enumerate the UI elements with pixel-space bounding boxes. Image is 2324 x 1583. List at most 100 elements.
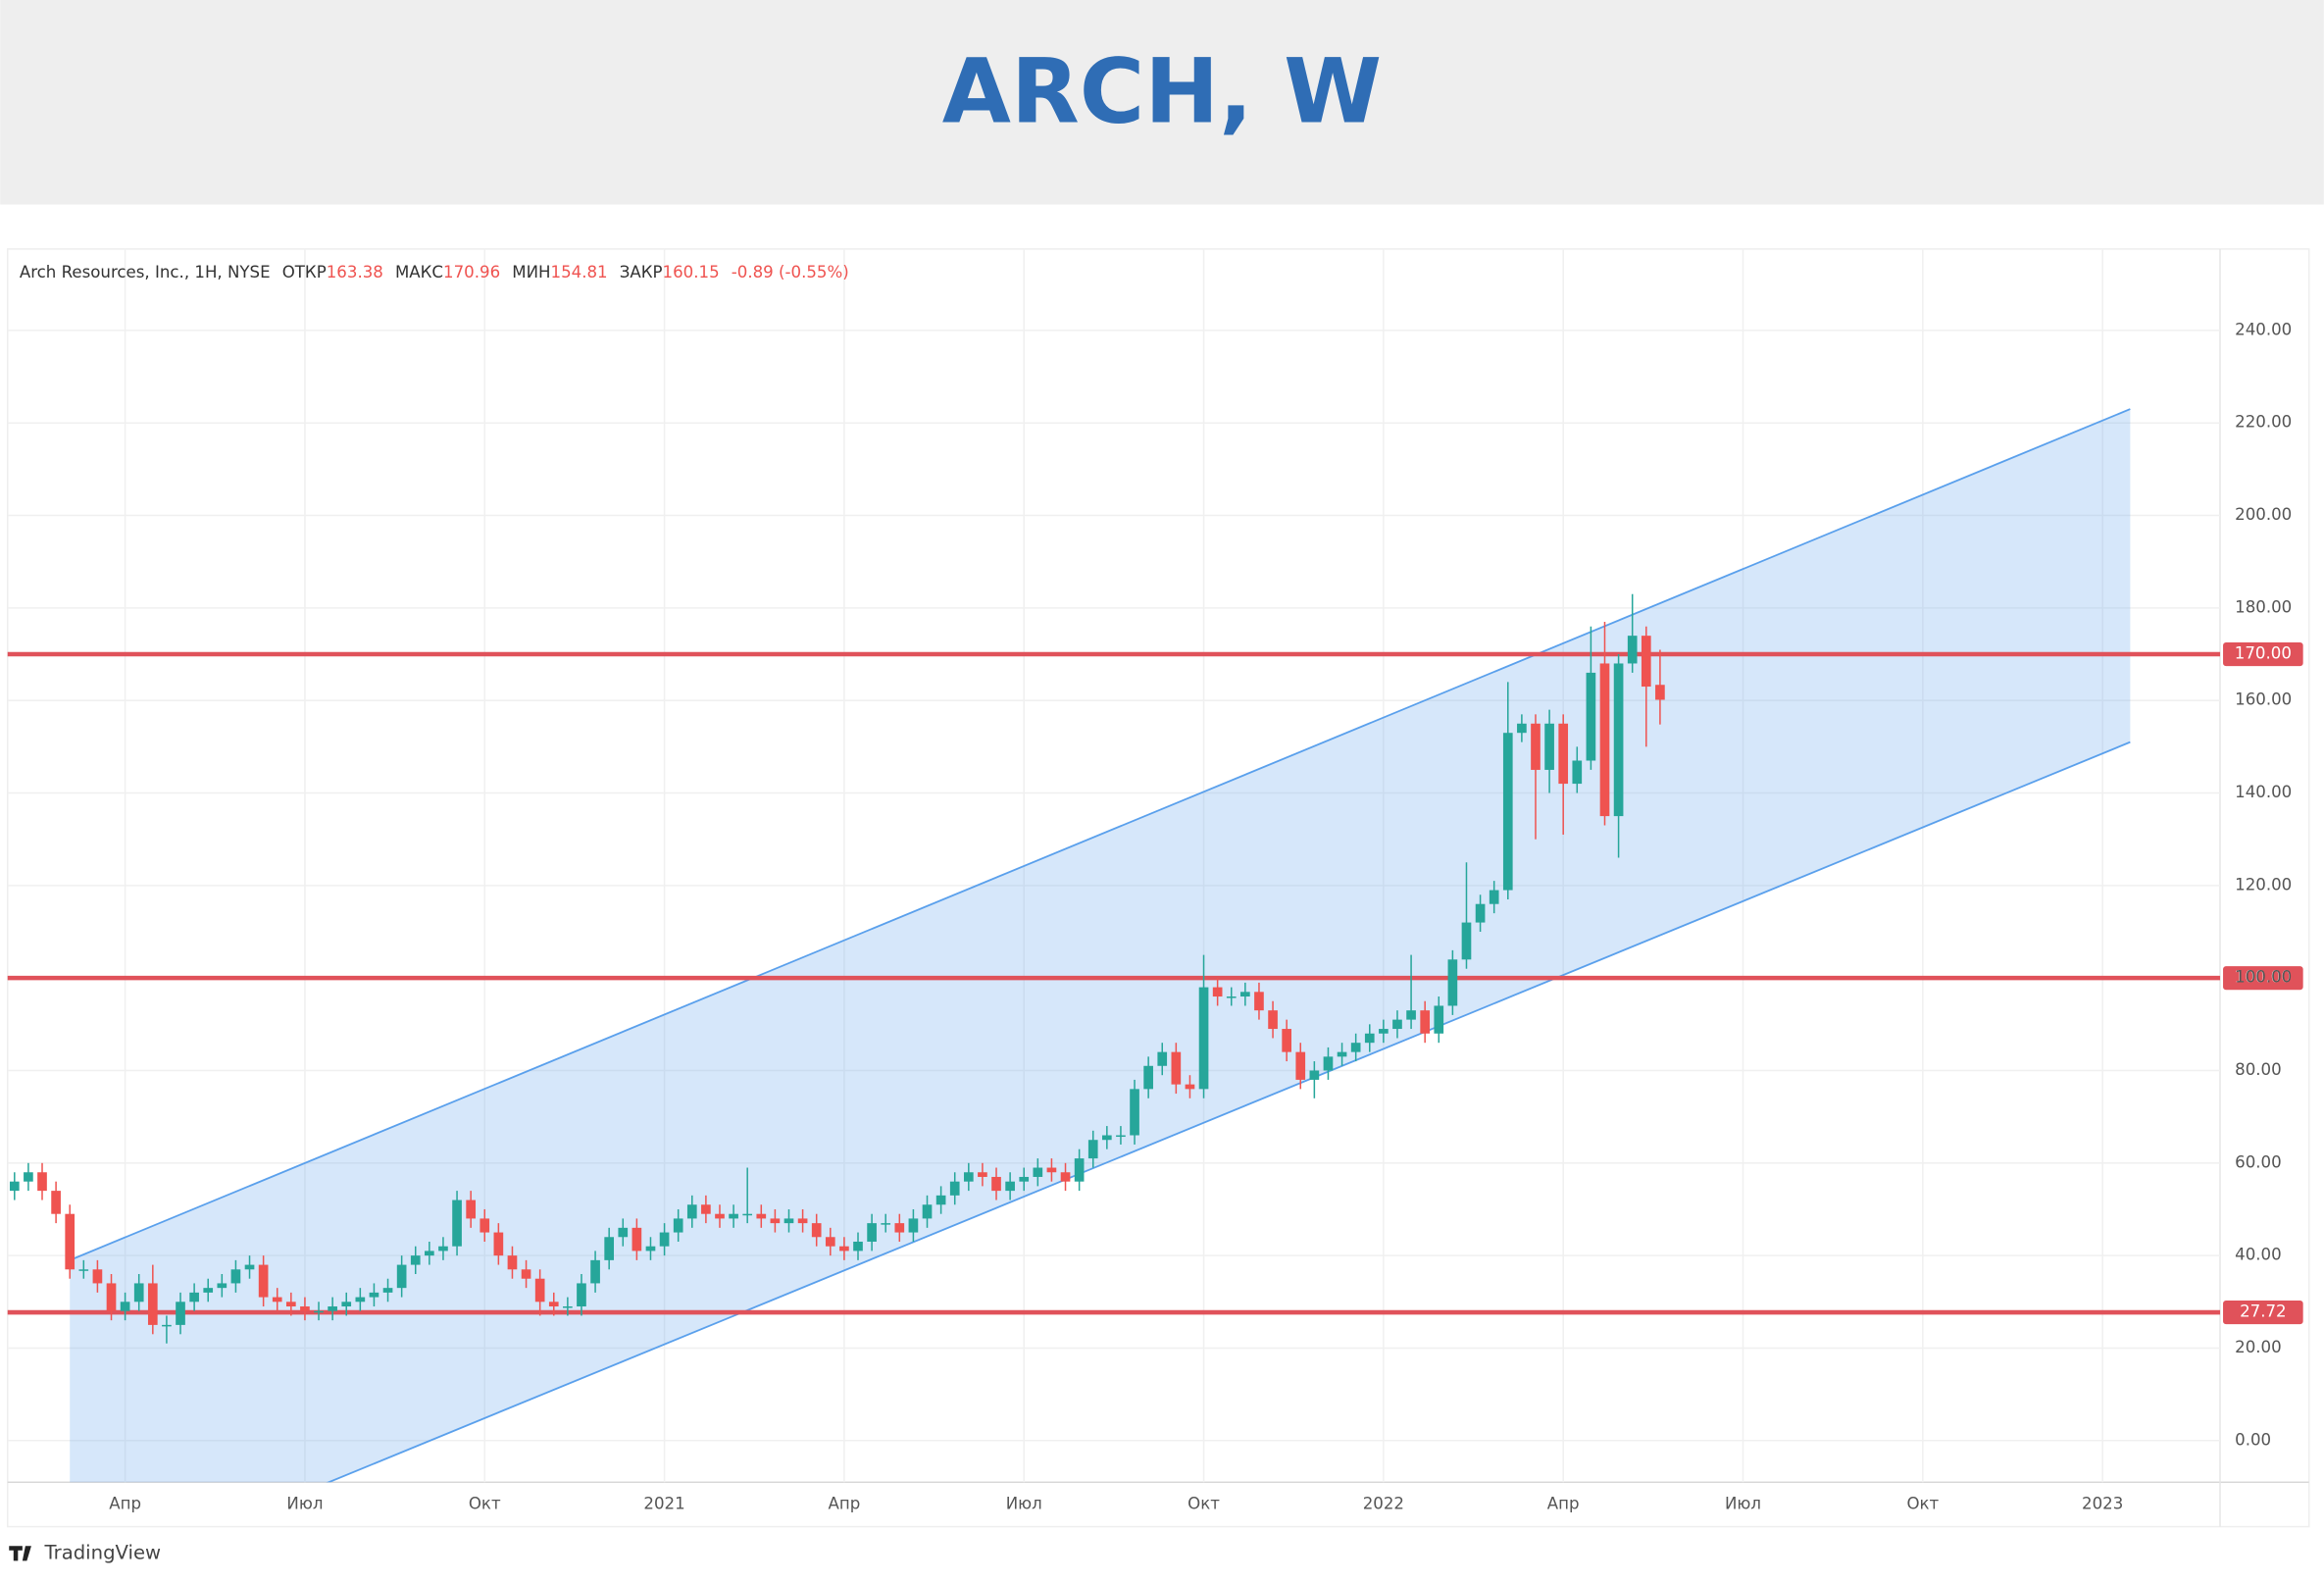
candle-body xyxy=(162,1324,172,1327)
level-label: 170.00 xyxy=(2235,644,2292,663)
candle-body xyxy=(1434,1005,1444,1034)
candle-body xyxy=(438,1246,448,1251)
candle-body xyxy=(452,1200,462,1247)
candle-body xyxy=(78,1269,89,1271)
candle-body xyxy=(1420,1010,1431,1034)
candle-body xyxy=(396,1264,407,1289)
candle-body xyxy=(285,1302,296,1307)
candle-body xyxy=(1364,1033,1375,1044)
legend-field-value: 154.81 xyxy=(551,263,608,281)
candle-body xyxy=(203,1288,214,1293)
candle-body xyxy=(521,1269,531,1279)
candle-body xyxy=(1046,1167,1057,1173)
x-tick-label: Окт xyxy=(469,1494,501,1512)
candle-body xyxy=(1641,636,1651,688)
candle-body xyxy=(715,1213,725,1219)
grid xyxy=(7,248,2221,1483)
legend-name: Arch Resources, Inc., 1Н, NYSE xyxy=(20,263,271,281)
y-tick-label: 20.00 xyxy=(2235,1338,2282,1356)
candles xyxy=(9,593,1665,1344)
y-tick-label: 140.00 xyxy=(2235,783,2292,801)
level-label: 100.00 xyxy=(2235,968,2292,987)
candle-body xyxy=(991,1176,1001,1192)
candle-body xyxy=(1087,1140,1098,1159)
candle-body xyxy=(1475,903,1486,923)
channel-lower-line xyxy=(326,740,2131,1483)
candle-body xyxy=(770,1218,781,1224)
level-label: 27.72 xyxy=(2240,1302,2287,1321)
x-tick-label: Окт xyxy=(1187,1494,1220,1512)
candle-body xyxy=(894,1223,905,1233)
candle-body xyxy=(382,1288,393,1293)
candle-body xyxy=(1309,1070,1320,1080)
legend-field-label: МИН xyxy=(512,263,550,281)
candle-body xyxy=(963,1172,974,1182)
candle-body xyxy=(577,1283,586,1307)
candle-body xyxy=(189,1292,199,1302)
candle-body xyxy=(783,1218,794,1224)
candle-body xyxy=(37,1172,47,1192)
candle-body xyxy=(1489,890,1499,904)
candle-body xyxy=(106,1283,117,1311)
y-tick-label: 80.00 xyxy=(2235,1060,2282,1079)
y-tick-label: 40.00 xyxy=(2235,1246,2282,1264)
y-tick-label: 160.00 xyxy=(2235,690,2292,709)
candle-body xyxy=(1226,996,1237,998)
level-tag xyxy=(2223,966,2303,991)
candle-body xyxy=(1544,723,1554,770)
chart-title: ARCH, W xyxy=(942,41,1382,144)
y-tick-label: 200.00 xyxy=(2235,505,2292,524)
candle-body xyxy=(1572,760,1583,785)
candle-body xyxy=(341,1302,352,1307)
candle-body xyxy=(839,1246,849,1251)
candle-body xyxy=(742,1213,753,1216)
level-tag xyxy=(2223,641,2303,667)
y-tick-label: 60.00 xyxy=(2235,1152,2282,1171)
y-tick-label: 180.00 xyxy=(2235,597,2292,616)
candle-body xyxy=(867,1223,877,1242)
candle-body xyxy=(1019,1176,1030,1182)
x-tick-label: Апр xyxy=(829,1494,861,1512)
candle-body xyxy=(1613,663,1624,817)
candle-body xyxy=(686,1204,697,1219)
candle-body xyxy=(797,1218,808,1224)
candle-body xyxy=(1005,1181,1015,1192)
y-tick-label: 240.00 xyxy=(2235,320,2292,338)
candle-body xyxy=(9,1181,20,1192)
candle-body xyxy=(1655,685,1665,700)
candle-body xyxy=(244,1264,255,1270)
candle-body xyxy=(1254,992,1264,1011)
candle-body xyxy=(604,1237,615,1260)
x-tick-label: 2021 xyxy=(643,1494,684,1512)
candle-body xyxy=(645,1246,656,1251)
candle-body xyxy=(1502,733,1513,891)
candle-body xyxy=(1171,1051,1182,1085)
candle-body xyxy=(825,1237,835,1247)
candle-body xyxy=(935,1195,946,1205)
candle-body xyxy=(355,1297,366,1302)
footer-brand: TradingView xyxy=(44,1541,162,1563)
y-tick-label: 120.00 xyxy=(2235,875,2292,894)
candle-body xyxy=(1531,723,1541,770)
candle-body xyxy=(1586,672,1596,761)
candle-body xyxy=(300,1306,310,1311)
candle-body xyxy=(272,1297,282,1302)
candle-body xyxy=(133,1283,144,1302)
candle-body xyxy=(1033,1167,1043,1177)
candle-body xyxy=(1212,987,1223,997)
candle-body xyxy=(1392,1019,1402,1030)
candle-body xyxy=(949,1181,960,1196)
brand-logo xyxy=(9,1546,31,1561)
candle-body xyxy=(314,1310,324,1313)
candle-body xyxy=(618,1227,629,1238)
candle-body xyxy=(1157,1051,1168,1066)
candle-body xyxy=(120,1302,130,1311)
candle-body xyxy=(908,1218,919,1233)
candle-body xyxy=(217,1283,227,1289)
candle-body xyxy=(853,1241,863,1251)
candle-body xyxy=(1116,1135,1126,1138)
legend-field-label: ЗАКР xyxy=(620,263,663,281)
levels: 170.00 100.00 27.72 xyxy=(7,641,2303,1325)
candle-body xyxy=(507,1255,518,1270)
candle-body xyxy=(881,1223,891,1225)
